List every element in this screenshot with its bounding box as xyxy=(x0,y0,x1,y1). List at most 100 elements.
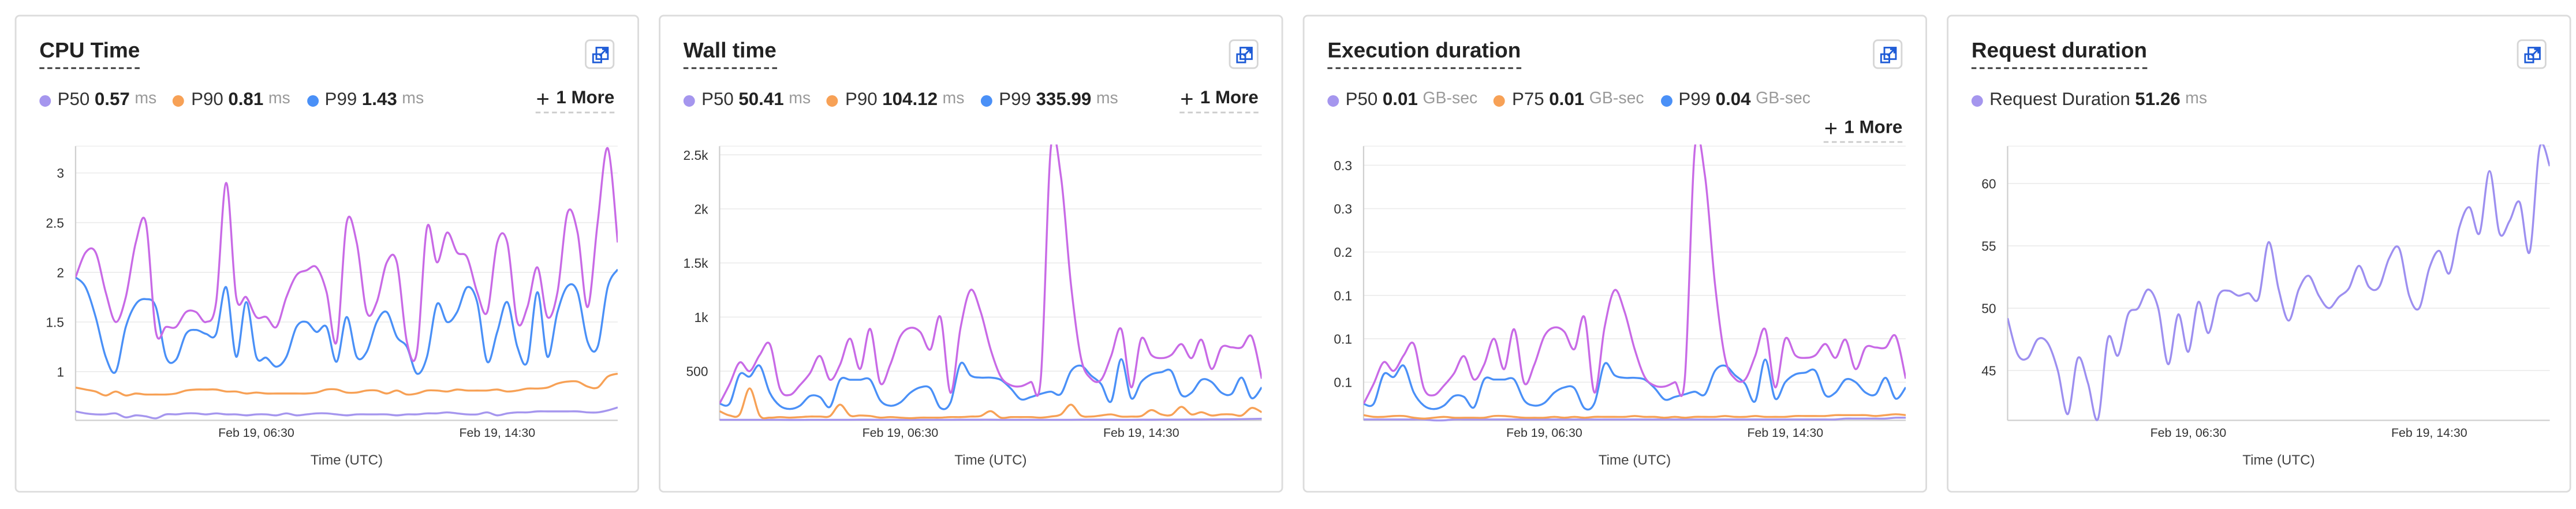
y-tick-label: 3 xyxy=(57,166,64,181)
expand-button[interactable] xyxy=(1229,39,1259,69)
series-group xyxy=(75,147,618,420)
legend-label: P99 xyxy=(999,90,1031,110)
series-line-p50 xyxy=(75,406,618,420)
more-series-button[interactable]: +1 More xyxy=(1824,117,1903,143)
series-line-p90 xyxy=(75,372,618,397)
series-line-extra xyxy=(75,147,618,362)
panel-title[interactable]: Request duration xyxy=(1971,38,2148,69)
legend-dot xyxy=(1971,94,1983,106)
more-series-button[interactable]: +1 More xyxy=(536,87,615,114)
x-tick-label: Feb 19, 14:30 xyxy=(1103,426,1179,440)
legend-value: 0.01 xyxy=(1549,90,1585,110)
x-tick-label: Feb 19, 14:30 xyxy=(459,426,535,440)
y-tick-label: 0.3 xyxy=(1334,158,1352,173)
legend-label: P50 xyxy=(1345,90,1378,110)
legend-item-p90[interactable]: P90 104.12 ms xyxy=(827,87,965,114)
legend-item-p50[interactable]: P50 0.01 GB-sec xyxy=(1327,87,1477,114)
legend-dot xyxy=(1660,94,1672,106)
panel-title[interactable]: Execution duration xyxy=(1327,38,1521,69)
x-tick-label: Feb 19, 06:30 xyxy=(863,426,939,440)
plus-icon: + xyxy=(1180,85,1194,112)
y-tick-label: 60 xyxy=(1981,177,1996,192)
plus-icon: + xyxy=(1824,115,1838,141)
x-tick-label: Feb 19, 06:30 xyxy=(1506,426,1582,440)
legend-label: P75 xyxy=(1512,90,1544,110)
x-axis-title: Time (UTC) xyxy=(1599,452,1671,468)
y-tick-label: 2.5 xyxy=(46,215,64,230)
expand-icon xyxy=(1235,46,1252,63)
legend-item-p99[interactable]: P99 1.43 ms xyxy=(307,87,424,114)
x-tick-label: Feb 19, 14:30 xyxy=(2391,426,2467,440)
legend-item-request-duration[interactable]: Request Duration 51.26 ms xyxy=(1971,87,2208,114)
legend: P50 0.57 ms P90 0.81 ms P99 1.43 ms +1 More xyxy=(39,87,615,114)
legend-item-p99[interactable]: P99 0.04 GB-sec xyxy=(1660,87,1810,114)
legend-item-p75[interactable]: P75 0.01 GB-sec xyxy=(1494,87,1644,114)
legend-item-p50[interactable]: P50 0.57 ms xyxy=(39,87,156,114)
legend-label: P90 xyxy=(845,90,878,110)
legend-unit: GB-sec xyxy=(1423,90,1478,108)
request-duration-panel: Request duration Request Duration 51.26 ms… xyxy=(1947,14,2571,493)
request-duration-chart: 45 50 55 60 Feb 19, 06:30 Feb 19, 14:30 Time (… xyxy=(1981,144,2550,468)
series-line-p99 xyxy=(719,358,1262,410)
legend-dot xyxy=(39,94,51,106)
legend-unit: GB-sec xyxy=(1589,90,1644,108)
y-tick-label: 1.5k xyxy=(683,256,708,271)
y-tick-label: 45 xyxy=(1981,364,1996,379)
more-label: 1 More xyxy=(556,88,615,108)
x-axis-title: Time (UTC) xyxy=(954,452,1026,468)
legend-unit: ms xyxy=(2185,90,2208,108)
legend-value: 0.01 xyxy=(1382,90,1418,110)
legend-dot xyxy=(173,94,185,106)
legend-value: 0.81 xyxy=(228,90,264,110)
legend-dot xyxy=(683,94,695,106)
legend-label: P50 xyxy=(57,90,90,110)
x-tick-label: Feb 19, 14:30 xyxy=(1748,426,1824,440)
series-line-p50 xyxy=(719,417,1262,421)
panel-title[interactable]: Wall time xyxy=(683,38,776,69)
x-tick-label: Feb 19, 06:30 xyxy=(218,426,294,440)
series-line-p90 xyxy=(719,387,1262,420)
more-label: 1 More xyxy=(1844,118,1903,138)
legend-unit: ms xyxy=(268,90,290,108)
y-tick-label: 500 xyxy=(686,364,708,379)
series-line-extra xyxy=(1363,144,1906,405)
more-series-button[interactable]: +1 More xyxy=(1180,87,1259,114)
expand-button[interactable] xyxy=(2517,39,2547,69)
expand-icon xyxy=(591,46,608,63)
legend-item-p50[interactable]: P50 50.41 ms xyxy=(683,87,811,114)
legend-value: 0.04 xyxy=(1715,90,1751,110)
cpu-time-chart: 1 1.5 2 2.5 3 Feb 19, 06:30 Feb 19, 14:30 Time … xyxy=(46,145,618,468)
legend-dot xyxy=(827,94,839,106)
legend: Request Duration 51.26 ms xyxy=(1971,87,2547,114)
series-line-p99 xyxy=(75,268,618,375)
legend-unit: ms xyxy=(135,90,157,108)
legend-item-p90[interactable]: P90 0.81 ms xyxy=(173,87,290,114)
x-axis-title: Time (UTC) xyxy=(2242,452,2314,468)
legend: P50 0.01 GB-sec P75 0.01 GB-sec P99 0.04 GB-se… xyxy=(1327,87,1903,143)
legend-unit: ms xyxy=(942,90,965,108)
y-tick-label: 0.2 xyxy=(1334,245,1352,260)
series-group xyxy=(719,144,1262,421)
series-group xyxy=(1363,144,1906,422)
series-line-p50 xyxy=(1363,417,1906,422)
expand-button[interactable] xyxy=(585,39,615,69)
panel-title[interactable]: CPU Time xyxy=(39,38,140,69)
series-line-request-duration xyxy=(2007,144,2550,421)
wall-time-chart: 500 1k 1.5k 2k 2.5k Feb 19, 06:30 Feb 19, 14:3… xyxy=(683,144,1262,468)
expand-button[interactable] xyxy=(1873,39,1903,69)
legend-label: P99 xyxy=(1678,90,1711,110)
x-tick-label: Feb 19, 06:30 xyxy=(2151,426,2227,440)
legend-unit: ms xyxy=(789,90,811,108)
legend-value: 50.41 xyxy=(738,90,784,110)
legend-dot xyxy=(1327,94,1339,106)
y-tick-label: 0.3 xyxy=(1334,201,1352,216)
legend-dot xyxy=(1494,94,1506,106)
series-line-p99 xyxy=(1363,358,1906,411)
y-tick-label: 1 xyxy=(57,365,64,380)
y-tick-label: 2k xyxy=(694,201,708,216)
series-group xyxy=(2007,144,2550,421)
execution-duration-chart: 0.1 0.1 0.1 0.2 0.3 0.3 Feb 19, 06:30 Feb 19, 1… xyxy=(1334,144,1906,468)
plus-icon: + xyxy=(536,85,550,112)
legend-item-p99[interactable]: P99 335.99 ms xyxy=(980,87,1118,114)
